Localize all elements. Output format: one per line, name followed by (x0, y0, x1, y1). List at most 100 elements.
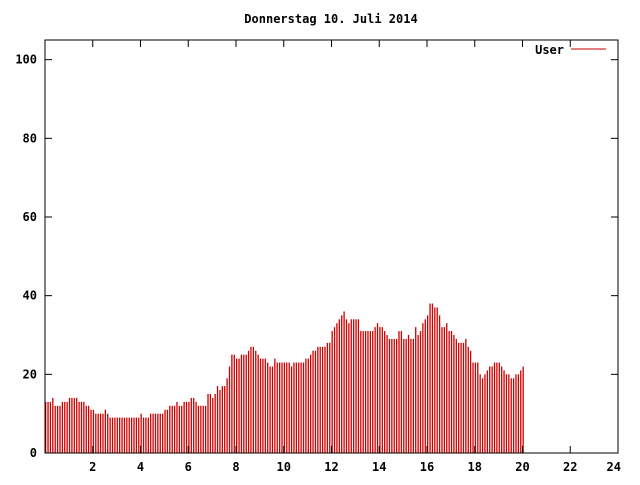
bar (71, 397, 73, 453)
bar (379, 327, 381, 453)
bar (102, 413, 104, 453)
bar (116, 417, 118, 453)
bar (109, 417, 111, 453)
bar (181, 405, 183, 453)
bar (276, 362, 278, 453)
bar (295, 362, 297, 453)
bar (142, 417, 145, 453)
bar (233, 354, 235, 453)
bar (407, 335, 410, 453)
x-tick-label: 8 (232, 460, 239, 474)
bar (505, 374, 508, 453)
bar (348, 323, 350, 453)
bar (138, 417, 140, 453)
bar (166, 409, 169, 453)
bar (61, 401, 64, 453)
bar (367, 331, 369, 453)
y-tick-label: 80 (23, 131, 37, 145)
x-axis: 2 4 6 8 10 12 14 16 18 20 22 24 (89, 40, 621, 474)
x-tick-label: 14 (372, 460, 386, 474)
bar (489, 366, 491, 453)
bar (171, 405, 173, 453)
bar (111, 417, 114, 453)
bar (226, 378, 228, 453)
bar (236, 358, 238, 453)
bar (145, 417, 147, 453)
bar (391, 338, 393, 453)
bar (188, 401, 190, 453)
bar (376, 323, 379, 453)
bar (477, 362, 479, 453)
bar (517, 374, 520, 453)
bar (472, 362, 474, 453)
y-tick-label: 0 (30, 446, 37, 460)
x-tick-label: 22 (563, 460, 577, 474)
bar (467, 346, 469, 453)
bar (59, 405, 61, 453)
bar (364, 331, 367, 453)
bar (214, 394, 216, 453)
bar (78, 401, 80, 453)
bar (173, 405, 176, 453)
bar (119, 417, 121, 453)
bar (193, 397, 195, 453)
bar (438, 315, 441, 453)
bar (369, 331, 372, 453)
x-tick-label: 16 (420, 460, 434, 474)
bar (419, 331, 422, 453)
bar (52, 397, 54, 453)
bar (231, 354, 233, 453)
bar (56, 405, 59, 453)
y-tick-label: 60 (23, 210, 37, 224)
bar (114, 417, 116, 453)
bar (221, 386, 223, 453)
bar (405, 338, 407, 453)
bars-group (45, 303, 524, 453)
bar (104, 409, 106, 453)
bar (283, 362, 286, 453)
bar (97, 413, 99, 453)
bar (398, 331, 400, 453)
bar (443, 327, 446, 453)
bar (355, 319, 357, 453)
bar (331, 331, 333, 453)
bar (512, 378, 515, 453)
bar (381, 327, 383, 453)
bar (441, 327, 443, 453)
bar (403, 338, 405, 453)
bar (87, 405, 90, 453)
bar (197, 405, 200, 453)
y-axis: 0 20 40 60 80 100 (15, 53, 618, 460)
bar (395, 338, 398, 453)
bar (202, 405, 204, 453)
bar (462, 342, 465, 453)
bar (247, 350, 250, 453)
bar (178, 405, 181, 453)
bar (448, 331, 450, 453)
bar (415, 327, 417, 453)
bar (319, 346, 321, 453)
bar (388, 338, 391, 453)
bar (410, 338, 412, 453)
bar (90, 409, 92, 453)
bar (76, 397, 78, 453)
x-tick-label: 20 (515, 460, 529, 474)
bar (130, 417, 133, 453)
bar (212, 397, 214, 453)
bar (228, 366, 231, 453)
x-tick-label: 24 (607, 460, 621, 474)
bar (305, 358, 307, 453)
bar (290, 366, 293, 453)
bar (493, 362, 496, 453)
bar (133, 417, 135, 453)
bar (281, 362, 283, 453)
bar (372, 331, 374, 453)
bar (469, 350, 472, 453)
bar (262, 358, 264, 453)
bar (150, 413, 152, 453)
bar (326, 342, 329, 453)
bar (99, 413, 102, 453)
bar (503, 370, 505, 453)
bar (257, 354, 259, 453)
